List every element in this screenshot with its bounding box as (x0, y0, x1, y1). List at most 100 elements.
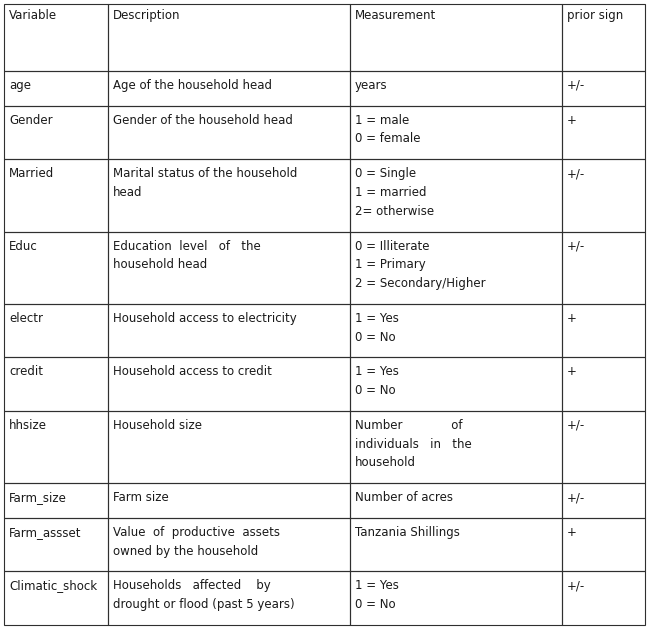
Text: 1 = Yes: 1 = Yes (355, 312, 398, 325)
Text: electr: electr (9, 312, 43, 325)
Text: +/-: +/- (567, 240, 585, 253)
Text: 0 = Single: 0 = Single (355, 167, 416, 181)
Text: Education  level   of   the: Education level of the (113, 240, 260, 253)
Text: Households   affected    by: Households affected by (113, 579, 271, 593)
Bar (562, 231, 645, 304)
Text: +/-: +/- (567, 491, 585, 504)
Bar (4, 231, 108, 304)
Text: +/-: +/- (567, 419, 585, 432)
Bar (108, 231, 350, 304)
Text: years: years (355, 79, 387, 92)
Text: +: + (567, 114, 577, 127)
Text: prior sign: prior sign (567, 9, 623, 22)
Text: Number             of: Number of (355, 419, 462, 432)
Text: 1 = Primary: 1 = Primary (355, 259, 426, 271)
Text: Description: Description (113, 9, 180, 22)
Bar (108, 518, 350, 572)
Bar (562, 4, 645, 71)
Text: Gender of the household head: Gender of the household head (113, 114, 293, 127)
Text: age: age (9, 79, 31, 92)
Text: 1 = married: 1 = married (355, 186, 426, 199)
Bar (562, 483, 645, 518)
Text: +: + (567, 312, 577, 325)
Bar (4, 483, 108, 518)
Bar (108, 411, 350, 483)
Text: household head: household head (113, 259, 207, 271)
Text: 0 = No: 0 = No (355, 598, 395, 611)
Bar (4, 304, 108, 357)
Bar (4, 572, 108, 625)
Bar (562, 411, 645, 483)
Text: Farm size: Farm size (113, 491, 169, 504)
Bar (108, 106, 350, 159)
Bar (4, 411, 108, 483)
Bar (108, 71, 350, 106)
Text: Value  of  productive  assets: Value of productive assets (113, 526, 280, 539)
Text: head: head (113, 186, 142, 199)
Bar (562, 159, 645, 231)
Text: +/-: +/- (567, 579, 585, 593)
Bar (350, 411, 562, 483)
Text: Age of the household head: Age of the household head (113, 79, 272, 92)
Text: 2 = Secondary/Higher: 2 = Secondary/Higher (355, 277, 485, 290)
Bar (108, 483, 350, 518)
Text: Measurement: Measurement (355, 9, 436, 22)
Text: +/-: +/- (567, 167, 585, 181)
Text: individuals   in   the: individuals in the (355, 438, 471, 450)
Bar (108, 572, 350, 625)
Text: Household access to electricity: Household access to electricity (113, 312, 297, 325)
Bar (4, 71, 108, 106)
Bar (350, 106, 562, 159)
Bar (108, 159, 350, 231)
Text: Married: Married (9, 167, 55, 181)
Text: Climatic_shock: Climatic_shock (9, 579, 97, 593)
Text: +: + (567, 526, 577, 539)
Text: Household size: Household size (113, 419, 202, 432)
Text: 0 = female: 0 = female (355, 133, 420, 145)
Bar (4, 159, 108, 231)
Text: 0 = No: 0 = No (355, 384, 395, 397)
Bar (4, 357, 108, 411)
Bar (350, 159, 562, 231)
Bar (350, 483, 562, 518)
Text: Gender: Gender (9, 114, 53, 127)
Text: Tanzania Shillings: Tanzania Shillings (355, 526, 459, 539)
Text: 2= otherwise: 2= otherwise (355, 205, 434, 218)
Bar (350, 357, 562, 411)
Text: +: + (567, 365, 577, 379)
Text: Educ: Educ (9, 240, 38, 253)
Text: 1 = Yes: 1 = Yes (355, 365, 398, 379)
Text: Number of acres: Number of acres (355, 491, 453, 504)
Text: Farm_assset: Farm_assset (9, 526, 82, 539)
Bar (4, 4, 108, 71)
Text: 0 = No: 0 = No (355, 331, 395, 343)
Bar (350, 4, 562, 71)
Text: +/-: +/- (567, 79, 585, 92)
Bar (108, 357, 350, 411)
Text: Household access to credit: Household access to credit (113, 365, 271, 379)
Text: hhsize: hhsize (9, 419, 47, 432)
Text: 1 = Yes: 1 = Yes (355, 579, 398, 593)
Bar (562, 572, 645, 625)
Text: 1 = male: 1 = male (355, 114, 409, 127)
Bar (350, 518, 562, 572)
Text: Variable: Variable (9, 9, 57, 22)
Text: credit: credit (9, 365, 43, 379)
Text: household: household (355, 457, 416, 469)
Text: Farm_size: Farm_size (9, 491, 67, 504)
Bar (4, 518, 108, 572)
Text: drought or flood (past 5 years): drought or flood (past 5 years) (113, 598, 295, 611)
Text: 0 = Illiterate: 0 = Illiterate (355, 240, 429, 253)
Bar (108, 304, 350, 357)
Bar (562, 518, 645, 572)
Bar (4, 106, 108, 159)
Bar (350, 304, 562, 357)
Bar (350, 231, 562, 304)
Bar (562, 71, 645, 106)
Text: Marital status of the household: Marital status of the household (113, 167, 297, 181)
Bar (350, 572, 562, 625)
Bar (562, 106, 645, 159)
Bar (108, 4, 350, 71)
Bar (562, 304, 645, 357)
Bar (562, 357, 645, 411)
